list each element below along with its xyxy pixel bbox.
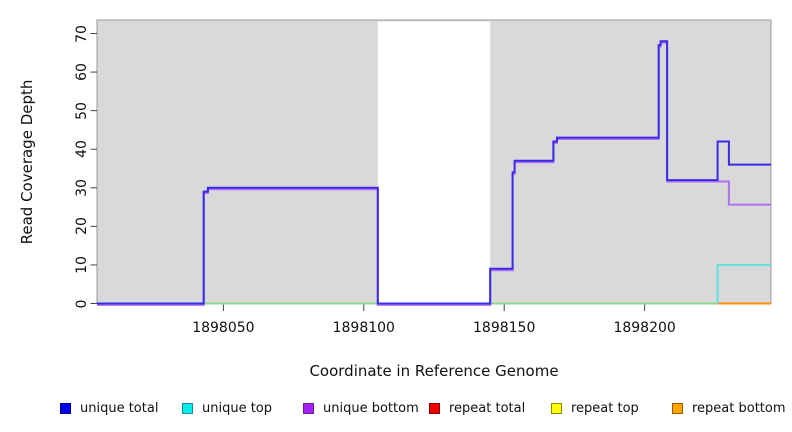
- legend-label: repeat top: [571, 400, 639, 416]
- legend-item-repeat-total: repeat total: [429, 400, 526, 416]
- legend-swatch-icon: [182, 402, 193, 414]
- legend-item-unique-bottom: unique bottom: [303, 400, 419, 416]
- legend-swatch-icon: [551, 402, 562, 414]
- y-tick-label: 40: [74, 140, 90, 159]
- legend-item-repeat-bottom: repeat bottom: [672, 400, 786, 416]
- y-tick-label: 10: [74, 256, 90, 274]
- legend-label: unique total: [80, 400, 159, 416]
- y-tick-label: 70: [74, 24, 90, 43]
- x-tick-label: 1898150: [473, 320, 536, 336]
- legend-swatch-icon: [429, 402, 440, 414]
- legend-label: repeat total: [449, 400, 526, 416]
- y-tick-label: 20: [74, 217, 90, 236]
- series-unique-bottom: [97, 41, 771, 306]
- legend-swatch-icon: [672, 402, 683, 414]
- legend-swatch-icon: [60, 402, 71, 414]
- masked-region: [377, 21, 491, 303]
- legend-item-repeat-top: repeat top: [551, 400, 639, 416]
- legend-item-unique-top: unique top: [182, 400, 273, 416]
- legend-swatch-icon: [303, 402, 314, 414]
- y-tick-label: 60: [74, 63, 90, 81]
- legend-item-unique-total: unique total: [60, 400, 159, 416]
- series-unique-total: [97, 40, 771, 305]
- x-tick-label: 1898100: [332, 320, 395, 336]
- legend-label: unique top: [202, 400, 273, 416]
- y-tick-label: 0: [74, 299, 90, 308]
- legend-label: unique bottom: [323, 400, 419, 416]
- y-axis-title: Read Coverage Depth: [18, 79, 36, 245]
- x-tick-label: 1898200: [613, 320, 676, 336]
- legend-label: repeat bottom: [692, 400, 786, 416]
- y-tick-label: 50: [74, 101, 90, 120]
- x-tick-label: 1898050: [192, 320, 255, 336]
- y-tick-label: 30: [74, 178, 90, 197]
- x-axis-title: Coordinate in Reference Genome: [309, 362, 559, 380]
